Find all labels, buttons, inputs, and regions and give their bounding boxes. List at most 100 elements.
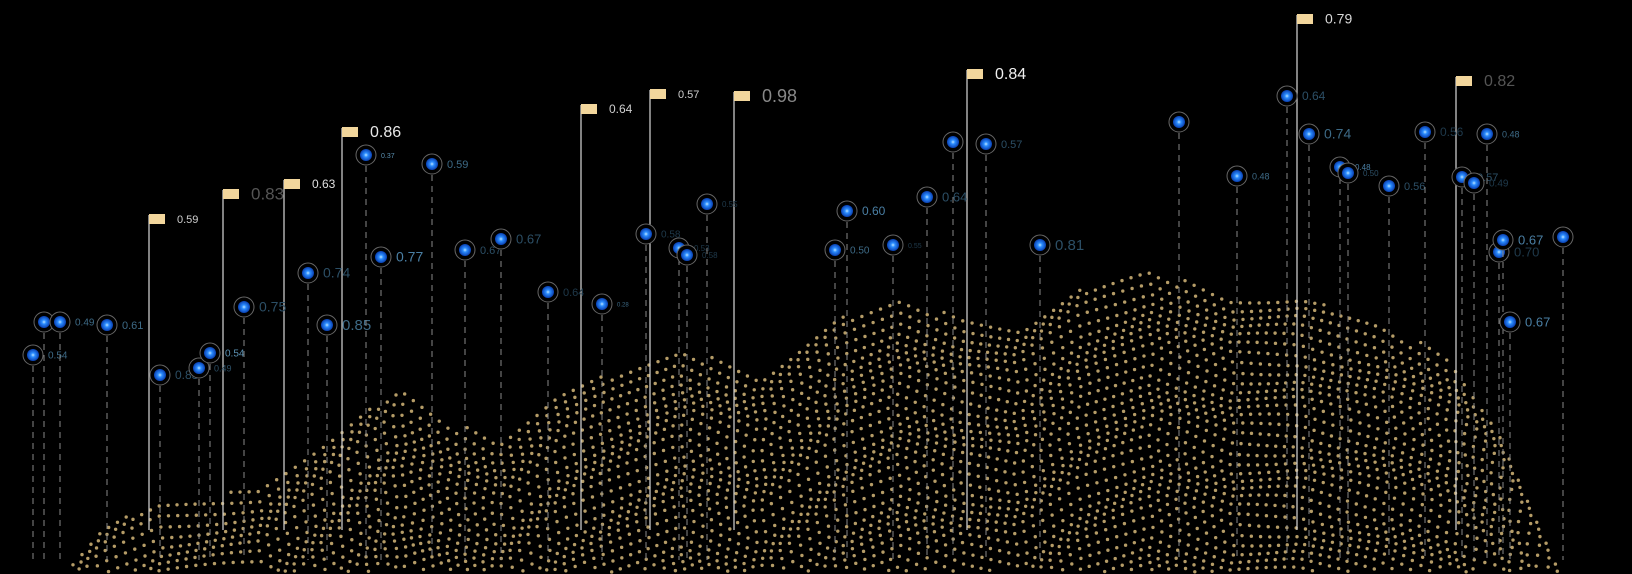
- terrain-dot: [967, 363, 972, 367]
- terrain-dot: [448, 470, 453, 475]
- terrain-dot: [527, 525, 531, 529]
- terrain-dot: [727, 481, 732, 485]
- terrain-dot: [1258, 534, 1263, 539]
- terrain-dot: [979, 544, 983, 549]
- terrain-dot: [661, 550, 666, 554]
- terrain-dot: [440, 458, 444, 462]
- terrain-dot: [1204, 428, 1209, 433]
- terrain-dot: [1372, 453, 1376, 457]
- terrain-dot: [662, 566, 666, 570]
- terrain-dot: [1105, 537, 1110, 542]
- terrain-dot: [1130, 286, 1134, 291]
- terrain-dot: [1544, 541, 1548, 545]
- terrain-dot: [674, 353, 678, 357]
- terrain-dot: [223, 529, 228, 534]
- terrain-dot: [951, 315, 956, 319]
- terrain-dot: [1498, 547, 1503, 551]
- terrain-dot: [96, 539, 101, 543]
- terrain-dot: [1203, 492, 1207, 496]
- terrain-dot: [1123, 320, 1128, 324]
- terrain-dot: [1507, 568, 1512, 573]
- terrain-dot: [1259, 372, 1263, 377]
- terrain-dot: [1256, 390, 1260, 394]
- terrain-dot: [1221, 388, 1225, 392]
- terrain-dot: [646, 373, 651, 378]
- terrain-dot: [1068, 410, 1073, 415]
- terrain-dot: [878, 398, 883, 403]
- terrain-dot: [646, 546, 650, 551]
- terrain-dot: [940, 349, 945, 353]
- terrain-dot: [445, 551, 449, 556]
- terrain-dot: [719, 470, 723, 475]
- terrain-dot: [841, 432, 845, 437]
- terrain-dot: [682, 526, 687, 530]
- terrain-dot: [908, 365, 912, 370]
- terrain-dot: [752, 558, 756, 562]
- terrain-dot: [1318, 561, 1322, 566]
- terrain-dot: [655, 370, 659, 375]
- terrain-dot: [337, 474, 342, 478]
- terrain-dot: [805, 407, 809, 411]
- terrain-dot: [762, 489, 766, 494]
- terrain-dot: [385, 554, 389, 558]
- terrain-dot: [1149, 398, 1154, 403]
- terrain-dot: [742, 399, 747, 404]
- terrain-dot: [392, 424, 396, 429]
- terrain-dot: [1511, 479, 1515, 483]
- terrain-dot: [1382, 552, 1387, 556]
- terrain-dot: [691, 475, 695, 479]
- terrain-dot: [917, 319, 921, 323]
- terrain-dot: [609, 489, 613, 493]
- marker-label: 0.55: [908, 243, 922, 250]
- terrain-dot: [988, 446, 993, 450]
- terrain-dot: [1048, 558, 1052, 562]
- terrain-dot: [879, 430, 884, 434]
- terrain-dot: [1159, 368, 1163, 372]
- terrain-dot: [1088, 446, 1092, 450]
- terrain-dot: [1241, 317, 1245, 322]
- terrain-dot: [763, 529, 768, 534]
- terrain-dot: [409, 470, 413, 474]
- terrain-dot: [1327, 342, 1332, 346]
- terrain-dot: [1201, 566, 1205, 570]
- terrain-dot: [1140, 482, 1145, 487]
- terrain-dot: [958, 362, 963, 366]
- terrain-dot: [212, 561, 217, 566]
- terrain-dot: [1093, 288, 1098, 292]
- terrain-dot: [1419, 541, 1424, 545]
- terrain-dot: [751, 459, 755, 464]
- terrain-dot: [1203, 470, 1207, 474]
- terrain-dot: [1348, 470, 1353, 474]
- terrain-dot: [728, 474, 732, 478]
- terrain-dot: [349, 423, 354, 427]
- terrain-dot: [914, 523, 918, 527]
- terrain-dot: [994, 467, 998, 472]
- terrain-dot: [860, 486, 864, 490]
- terrain-dot: [707, 377, 711, 381]
- terrain-dot: [439, 511, 444, 515]
- terrain-dot: [952, 433, 956, 437]
- terrain-dot: [1201, 338, 1205, 342]
- terrain-dot: [537, 485, 541, 489]
- terrain-dot: [1147, 433, 1151, 437]
- terrain-dot: [989, 335, 993, 339]
- terrain-dot: [491, 461, 495, 465]
- terrain-dot: [1319, 441, 1323, 446]
- terrain-dot: [674, 465, 678, 470]
- terrain-dot: [1466, 523, 1470, 527]
- terrain-dot: [1429, 391, 1434, 395]
- marker-label: 0.61: [122, 320, 143, 332]
- terrain-dot: [1139, 376, 1144, 380]
- terrain-dot: [1121, 497, 1126, 502]
- terrain-dot: [365, 546, 369, 550]
- terrain-dot: [375, 448, 379, 453]
- terrain-dot: [845, 341, 849, 345]
- terrain-dot: [889, 537, 894, 541]
- terrain-dot: [1168, 350, 1173, 355]
- terrain-dot: [384, 441, 389, 446]
- terrain-dot: [510, 565, 514, 569]
- terrain-dot: [382, 532, 387, 536]
- terrain-dot: [1184, 339, 1188, 343]
- terrain-dot: [292, 562, 296, 566]
- terrain-dot: [869, 369, 873, 373]
